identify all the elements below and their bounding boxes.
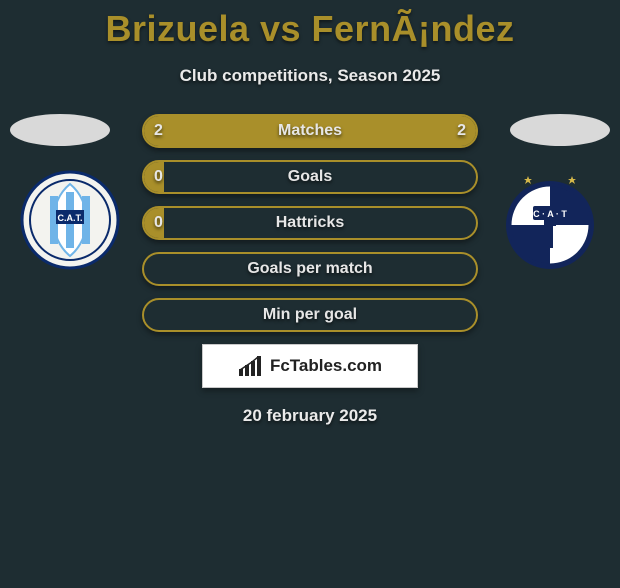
stat-label: Hattricks xyxy=(144,208,476,238)
date-line: 20 february 2025 xyxy=(0,406,620,426)
stat-bar-matches: 2 Matches 2 xyxy=(142,114,478,148)
stat-value-right: 2 xyxy=(447,116,476,146)
subtitle: Club competitions, Season 2025 xyxy=(0,66,620,86)
player-left-head-placeholder xyxy=(10,114,110,146)
stat-bars: 2 Matches 2 0 Goals 0 Hattricks Goals pe… xyxy=(142,114,478,332)
brand-text: FcTables.com xyxy=(270,356,382,376)
player-right-head-placeholder xyxy=(510,114,610,146)
club-crest-right: C · A · T xyxy=(500,170,600,270)
svg-text:C · A · T: C · A · T xyxy=(533,209,567,219)
stat-bar-min-per-goal: Min per goal xyxy=(142,298,478,332)
stat-bar-goals: 0 Goals xyxy=(142,160,478,194)
stat-label: Matches xyxy=(144,116,476,146)
stat-label: Goals xyxy=(144,162,476,192)
comparison-panel: C.A.T. C · A · T 2 Matches 2 xyxy=(0,114,620,426)
club-crest-left: C.A.T. xyxy=(20,170,120,270)
stat-label: Goals per match xyxy=(144,254,476,284)
atletico-tucuman-crest-icon: C.A.T. xyxy=(20,170,120,270)
stat-bar-goals-per-match: Goals per match xyxy=(142,252,478,286)
brand-box: FcTables.com xyxy=(202,344,418,388)
stat-bar-hattricks: 0 Hattricks xyxy=(142,206,478,240)
talleres-crest-icon: C · A · T xyxy=(500,170,600,270)
fctables-logo-icon xyxy=(238,355,264,377)
svg-text:C.A.T.: C.A.T. xyxy=(57,213,82,223)
stat-label: Min per goal xyxy=(144,300,476,330)
page-title: Brizuela vs FernÃ¡ndez xyxy=(0,8,620,50)
